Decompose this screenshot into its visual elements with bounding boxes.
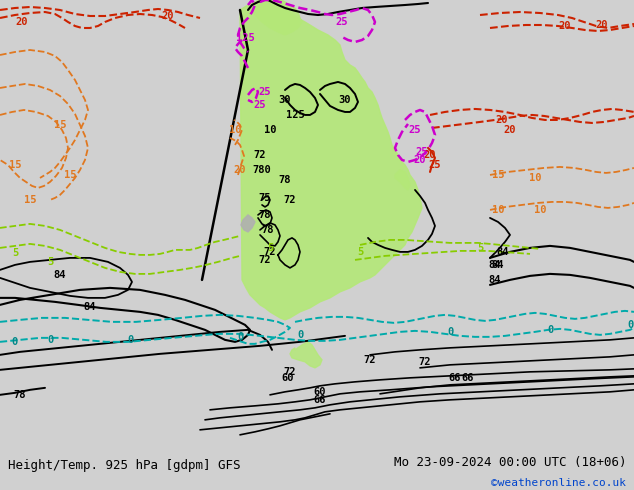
- Text: 20: 20: [234, 165, 246, 175]
- Text: 0: 0: [297, 330, 303, 340]
- Text: 5: 5: [12, 248, 18, 258]
- Text: 0: 0: [47, 335, 53, 345]
- Text: 25: 25: [336, 17, 348, 27]
- Text: 0: 0: [627, 320, 633, 330]
- Text: 72: 72: [264, 247, 276, 257]
- Text: 78: 78: [14, 390, 26, 400]
- Text: 25: 25: [429, 160, 441, 170]
- Text: 0: 0: [237, 332, 243, 342]
- Text: 72: 72: [254, 150, 266, 160]
- Text: 15: 15: [64, 170, 76, 180]
- Text: ©weatheronline.co.uk: ©weatheronline.co.uk: [491, 478, 626, 488]
- Text: 84: 84: [489, 275, 501, 285]
- Text: 10: 10: [529, 173, 541, 183]
- Text: 25: 25: [409, 125, 421, 135]
- Text: 78: 78: [262, 225, 275, 235]
- Text: 10: 10: [492, 205, 504, 215]
- Text: 66: 66: [449, 373, 462, 383]
- Text: 30: 30: [339, 95, 351, 105]
- Polygon shape: [241, 215, 255, 232]
- Text: 20: 20: [424, 150, 436, 160]
- Text: 10: 10: [534, 205, 547, 215]
- Text: 84: 84: [497, 247, 509, 257]
- Text: 72: 72: [284, 195, 296, 205]
- Text: 0: 0: [547, 325, 553, 335]
- Text: 0: 0: [127, 335, 133, 345]
- Text: 60: 60: [281, 373, 294, 383]
- Text: 25: 25: [254, 100, 266, 110]
- Text: 0: 0: [447, 327, 453, 337]
- Text: 15: 15: [23, 195, 36, 205]
- Text: Mo 23-09-2024 00:00 UTC (18+06): Mo 23-09-2024 00:00 UTC (18+06): [394, 456, 626, 469]
- Text: 25: 25: [259, 87, 271, 97]
- Polygon shape: [255, 0, 302, 35]
- Text: 15: 15: [492, 170, 504, 180]
- Text: 20: 20: [596, 20, 608, 30]
- Text: 20: 20: [414, 155, 426, 165]
- Text: 78: 78: [259, 210, 271, 220]
- Text: 5: 5: [267, 243, 273, 253]
- Text: 30: 30: [279, 95, 291, 105]
- Text: 20: 20: [496, 115, 508, 125]
- Text: 75: 75: [259, 193, 271, 203]
- Text: 5: 5: [47, 257, 53, 267]
- Text: 84: 84: [54, 270, 66, 280]
- Text: 72: 72: [418, 357, 431, 367]
- Text: 5: 5: [477, 243, 483, 253]
- Text: 10: 10: [264, 125, 276, 135]
- Text: 125: 125: [286, 110, 304, 120]
- Text: 66: 66: [462, 373, 474, 383]
- Polygon shape: [395, 170, 410, 190]
- Text: 0: 0: [12, 337, 18, 347]
- Text: 72: 72: [259, 255, 271, 265]
- Text: Height/Temp. 925 hPa [gdpm] GFS: Height/Temp. 925 hPa [gdpm] GFS: [8, 459, 240, 471]
- Text: 84: 84: [84, 302, 96, 312]
- Text: 78: 78: [279, 175, 291, 185]
- Text: 72: 72: [364, 355, 376, 365]
- Text: 60: 60: [314, 387, 327, 397]
- Text: 20: 20: [559, 21, 571, 31]
- Text: 84: 84: [489, 260, 501, 270]
- Text: 20: 20: [504, 125, 516, 135]
- Text: 25: 25: [416, 147, 428, 157]
- Text: 20: 20: [162, 11, 174, 21]
- Text: 15: 15: [54, 120, 66, 130]
- Text: 15: 15: [9, 160, 22, 170]
- Text: 780: 780: [252, 165, 271, 175]
- Text: 10: 10: [229, 125, 242, 135]
- Text: 66: 66: [314, 395, 327, 405]
- Text: 84: 84: [492, 260, 504, 270]
- Text: 20: 20: [16, 17, 29, 27]
- Text: 5: 5: [357, 247, 363, 257]
- Polygon shape: [240, 0, 422, 320]
- Text: 125: 125: [236, 33, 254, 43]
- Polygon shape: [290, 342, 322, 368]
- Text: 72: 72: [284, 367, 296, 377]
